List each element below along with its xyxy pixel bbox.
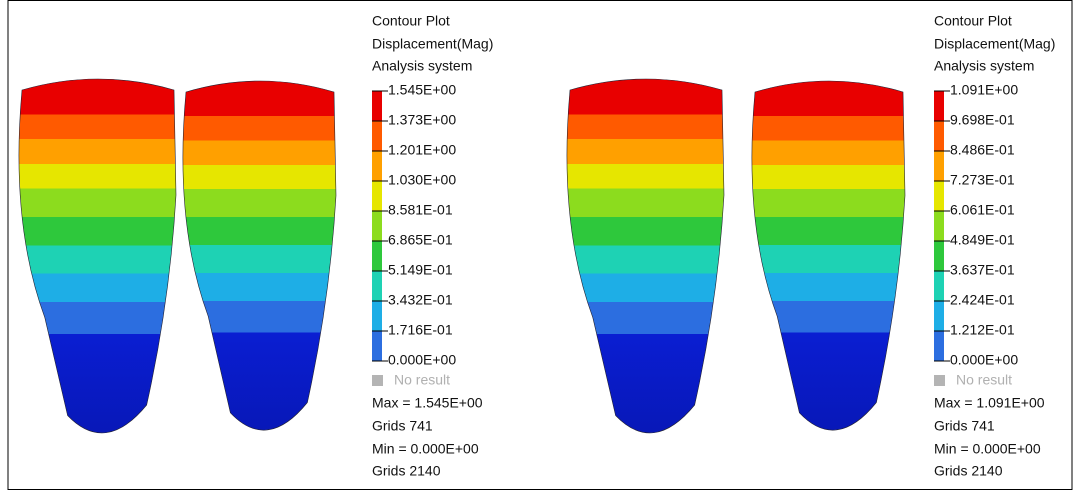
limb-model bbox=[19, 79, 176, 433]
legend-swatch bbox=[934, 151, 944, 181]
legend-swatch bbox=[934, 121, 944, 151]
no-result-label: No result bbox=[394, 372, 450, 388]
limb-model bbox=[752, 81, 905, 430]
legend-level: 6.061E-01 bbox=[950, 202, 1015, 218]
legend-level: 0.000E+00 bbox=[950, 352, 1018, 368]
legend-level: 1.373E+00 bbox=[388, 112, 456, 128]
legend-swatch bbox=[934, 301, 944, 331]
no-result-swatch bbox=[934, 375, 945, 386]
legend-level: 1.030E+00 bbox=[388, 172, 456, 188]
max-value: Max = 1.091E+00 bbox=[934, 395, 1045, 411]
legend-swatch bbox=[934, 331, 944, 361]
legend-level: 1.545E+00 bbox=[388, 82, 456, 98]
legend-swatch bbox=[934, 241, 944, 271]
limb-model bbox=[567, 79, 724, 433]
legend-level: 8.581E-01 bbox=[388, 202, 453, 218]
legend-level: 1.091E+00 bbox=[950, 82, 1018, 98]
legend-swatch bbox=[372, 331, 382, 361]
legend-system: Analysis system bbox=[934, 58, 1034, 74]
legend-title: Contour Plot bbox=[934, 13, 1012, 29]
legend-level: 9.698E-01 bbox=[950, 112, 1015, 128]
legend-level: 8.486E-01 bbox=[950, 142, 1015, 158]
legend-level: 1.212E-01 bbox=[950, 322, 1015, 338]
legend-swatch bbox=[372, 301, 382, 331]
legend-subtitle: Displacement(Mag) bbox=[934, 36, 1055, 52]
legend-level: 2.424E-01 bbox=[950, 292, 1015, 308]
legend-swatch bbox=[372, 181, 382, 211]
max-grids: Grids 741 bbox=[934, 418, 995, 434]
min-value: Min = 0.000E+00 bbox=[372, 441, 479, 457]
legend-subtitle: Displacement(Mag) bbox=[372, 36, 493, 52]
legend-level: 1.716E-01 bbox=[388, 322, 453, 338]
legend-level: 7.273E-01 bbox=[950, 172, 1015, 188]
legend-level: 1.201E+00 bbox=[388, 142, 456, 158]
legend-level: 3.432E-01 bbox=[388, 292, 453, 308]
min-grids: Grids 2140 bbox=[934, 463, 1003, 479]
legend-level: 0.000E+00 bbox=[388, 352, 456, 368]
max-value: Max = 1.545E+00 bbox=[372, 395, 483, 411]
legend-swatch bbox=[372, 121, 382, 151]
max-grids: Grids 741 bbox=[372, 418, 433, 434]
min-grids: Grids 2140 bbox=[372, 463, 441, 479]
legend-swatch bbox=[372, 211, 382, 241]
legend-swatch bbox=[372, 271, 382, 301]
limb-model bbox=[183, 81, 336, 430]
legend-swatch bbox=[372, 91, 382, 121]
min-value: Min = 0.000E+00 bbox=[934, 441, 1041, 457]
legend-swatch bbox=[934, 211, 944, 241]
legend-level: 4.849E-01 bbox=[950, 232, 1015, 248]
legend-swatch bbox=[934, 181, 944, 211]
legend-title: Contour Plot bbox=[372, 13, 450, 29]
legend-swatch bbox=[934, 271, 944, 301]
no-result-swatch bbox=[372, 375, 383, 386]
figure: Contour Plot Displacement(Mag) Analysis sy… bbox=[0, 0, 1073, 490]
legend-level: 5.149E-01 bbox=[388, 262, 453, 278]
legend-level: 6.865E-01 bbox=[388, 232, 453, 248]
legend-system: Analysis system bbox=[372, 58, 472, 74]
legend-level: 3.637E-01 bbox=[950, 262, 1015, 278]
legend-swatch bbox=[372, 241, 382, 271]
no-result-label: No result bbox=[956, 372, 1012, 388]
legend-swatch bbox=[372, 151, 382, 181]
legend-swatch bbox=[934, 91, 944, 121]
